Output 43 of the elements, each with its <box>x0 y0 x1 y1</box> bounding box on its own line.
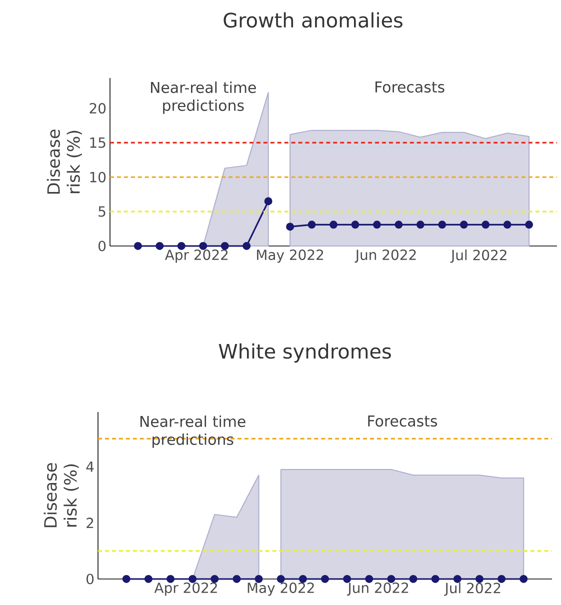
x-tick-label: Jul 2022 <box>444 582 500 596</box>
y-tick-label: 0 <box>86 574 94 584</box>
y-tick-label: 4 <box>86 462 94 472</box>
x-tick-label: Apr 2022 <box>154 582 217 596</box>
y-axis-title: Disease risk (%) <box>46 130 82 194</box>
x-tick-label: Jun 2022 <box>347 582 408 596</box>
point <box>264 197 272 206</box>
point <box>242 242 251 250</box>
point <box>308 220 316 229</box>
y-tick-label: 0 <box>98 240 106 252</box>
point <box>503 220 512 229</box>
annotation: Forecasts <box>368 416 438 427</box>
point <box>134 242 142 250</box>
y-tick-label: 20 <box>90 103 106 114</box>
point <box>199 242 208 250</box>
point <box>351 220 360 229</box>
point <box>156 242 164 250</box>
x-tick-label: Jun 2022 <box>354 250 416 263</box>
x-tick-label: Jul 2022 <box>450 250 506 263</box>
point <box>286 222 294 231</box>
annotation: Forecasts <box>376 82 444 93</box>
y-tick-label: 5 <box>98 206 106 217</box>
point <box>220 242 229 250</box>
point <box>394 220 403 229</box>
point <box>482 220 490 229</box>
y-tick-label: 2 <box>86 518 94 528</box>
point <box>416 220 424 229</box>
chart-title: White syndromes <box>218 343 391 363</box>
annotation: Near-real time predictions <box>140 416 246 448</box>
y-tick-label: 10 <box>90 172 106 182</box>
annotation: Near-real time predictions <box>151 82 256 114</box>
point <box>438 220 446 229</box>
point <box>177 242 186 250</box>
y-axis-title: Disease risk (%) <box>44 463 79 528</box>
point <box>330 220 338 229</box>
chart-title: Growth anomalies <box>224 12 402 28</box>
x-tick-label: Apr 2022 <box>164 250 228 263</box>
point <box>372 220 381 229</box>
point <box>460 220 468 229</box>
x-tick-label: May 2022 <box>257 250 324 263</box>
x-tick-label: May 2022 <box>248 582 314 596</box>
y-tick-label: 15 <box>90 138 106 148</box>
point <box>525 220 534 229</box>
